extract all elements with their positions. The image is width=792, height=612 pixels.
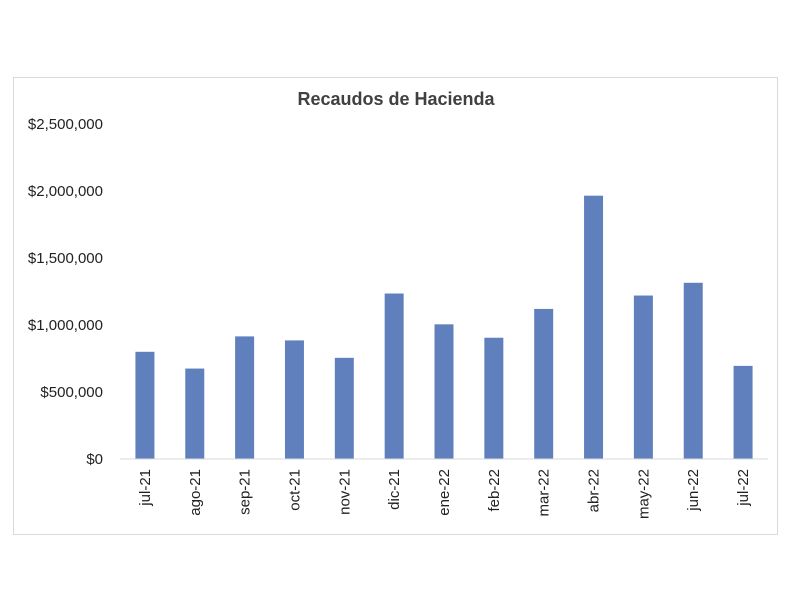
bar-ene-22 [434,324,454,459]
y-tick-label: $2,000,000 [28,183,103,200]
bar-nov-21 [334,357,354,459]
x-tick-label: jul-22 [735,469,752,507]
y-tick-label: $1,500,000 [28,250,103,267]
x-tick-label: oct-21 [286,469,303,511]
x-tick-label: ago-21 [187,469,204,516]
x-axis: jul-21 ago-21 sep-21 oct-21 nov-21 dic-21 ene-… [137,469,752,519]
x-tick-label: sep-21 [237,469,254,515]
chart-title: Recaudos de Hacienda [297,89,495,109]
bar-mar-22 [534,308,554,459]
x-tick-label: nov-21 [336,469,353,515]
x-tick-label: ene-22 [436,469,453,516]
x-tick-label: jun-22 [685,469,702,512]
y-tick-label: $500,000 [40,384,103,401]
bar-feb-22 [484,337,504,459]
x-tick-label: abr-22 [586,469,603,512]
x-tick-label: jul-21 [137,469,154,507]
bar-jul-22 [733,365,753,459]
bar-may-22 [633,295,653,459]
bar-ago-21 [185,368,205,459]
y-tick-label: $1,000,000 [28,317,103,334]
bar-jul-21 [135,351,155,459]
bar-sep-21 [235,336,255,459]
x-tick-label: mar-22 [536,469,553,517]
y-axis: $0 $500,000 $1,000,000 $1,500,000 $2,000,000… [28,116,103,468]
bar-oct-21 [284,340,304,459]
bar-dic-21 [384,293,404,459]
x-tick-label: may-22 [635,469,652,519]
bar-abr-22 [584,195,604,459]
x-tick-label: feb-22 [486,469,503,512]
x-tick-label: dic-21 [386,469,403,510]
y-tick-label: $2,500,000 [28,116,103,133]
y-tick-label: $0 [86,451,103,468]
bar-series [135,195,753,459]
bar-jun-22 [683,282,703,459]
